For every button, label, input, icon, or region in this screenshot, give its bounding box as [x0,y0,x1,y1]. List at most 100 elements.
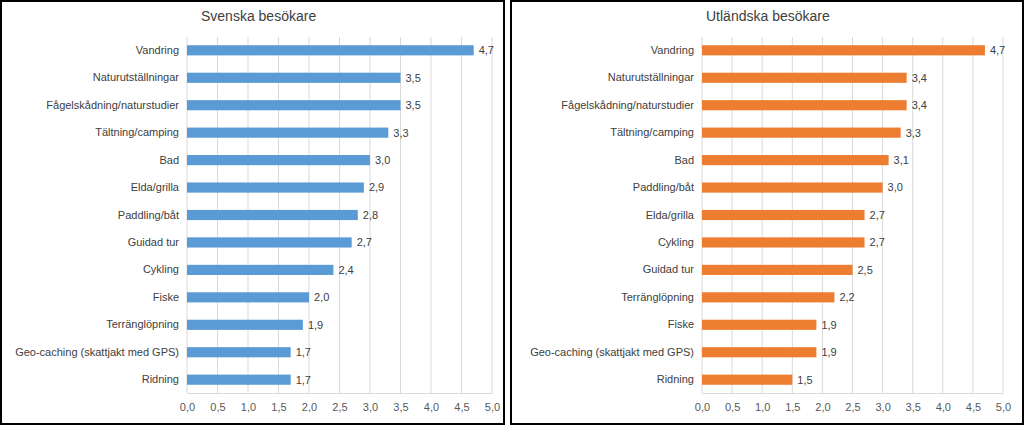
data-label: 3,0 [375,154,390,166]
category-label: Vandring [136,44,179,56]
tick: 3,0 [363,393,378,413]
grid [187,37,492,393]
y-axis: Vandring Naturutställningar Fågelskådning/… [530,44,702,385]
tick-label: 4,0 [424,401,439,413]
tick: Elda/grilla [131,181,187,193]
data-label: 2,2 [839,291,854,303]
category-label: Paddling/båt [633,181,694,193]
category-label: Terränglöpning [106,318,179,330]
grid-line [431,37,432,393]
tick: Paddling/båt [633,181,702,193]
tick: Bad [159,154,187,166]
tick: Terränglöpning [106,318,187,330]
x-axis: 0,00,51,01,52,02,53,03,54,04,55,0 [695,393,1011,413]
tick: 2,0 [815,393,830,413]
bar [702,320,816,330]
tick-label: 3,5 [906,401,921,413]
category-label: Elda/grilla [646,209,695,221]
tick: Guidad tur [643,263,702,275]
tick: 3,5 [906,393,921,413]
bar [187,347,291,357]
tick-label: 4,5 [966,401,981,413]
data-label: 1,9 [821,319,836,331]
bar [187,375,291,385]
tick-label: 3,5 [393,401,408,413]
category-label: Cykling [658,236,694,248]
grid-line [1003,37,1004,393]
tick-label: 0,5 [725,401,740,413]
category-label: Geo-caching (skattjakt med GPS) [530,346,694,358]
tick-label: 1,5 [271,401,286,413]
category-label: Tältning/camping [610,126,694,138]
category-label: Elda/grilla [131,181,180,193]
tick: Ridning [142,373,187,385]
bar [702,292,834,302]
data-labels: 4,73,53,53,33,02,92,82,72,42,01,91,71,7 [296,44,494,385]
tick: Guidad tur [128,236,187,248]
category-label: Guidad tur [643,263,695,275]
tick: Ridning [657,373,702,385]
category-label: Bad [159,154,179,166]
data-label: 3,3 [906,127,921,139]
tick: 0,5 [210,393,225,413]
data-label: 2,7 [357,236,372,248]
category-label: Ridning [142,373,179,385]
bar [187,155,370,165]
axis-line [703,393,1004,394]
data-label: 1,7 [296,346,311,358]
category-label: Fågelskådning/naturstudier [561,99,694,111]
tick: 5,0 [485,393,500,413]
tick-label: 1,0 [241,401,256,413]
tick: 2,5 [332,393,347,413]
category-label: Ridning [657,373,694,385]
axis-line [188,393,493,394]
category-label: Fågelskådning/naturstudier [46,99,179,111]
grid-line [942,37,943,393]
bar [702,182,883,192]
tick: Geo-caching (skattjakt med GPS) [530,346,702,358]
tick: Tältning/camping [610,126,702,138]
canvas: Svenska besökare0,00,51,01,52,02,53,03,5… [0,0,1024,425]
category-label: Fiske [153,291,179,303]
tick-label: 2,0 [302,401,317,413]
data-label: 2,7 [870,236,885,248]
tick: Terränglöpning [621,291,702,303]
data-label: 2,9 [369,181,384,193]
bar [187,182,364,192]
bar [702,237,865,247]
tick-label: 4,5 [454,401,469,413]
data-label: 2,8 [363,209,378,221]
bar [187,320,303,330]
data-label: 3,0 [888,181,903,193]
panel-frame [511,1,1023,424]
category-label: Bad [674,154,694,166]
tick: 3,5 [393,393,408,413]
tick: Elda/grilla [646,209,702,221]
data-label: 2,4 [338,264,353,276]
category-label: Vandring [651,44,694,56]
category-label: Naturutställningar [608,71,695,83]
bar [187,45,474,55]
category-label: Cykling [143,263,179,275]
tick: Paddling/båt [118,209,187,221]
data-label: 4,7 [479,44,494,56]
grid-line [461,37,462,393]
tick: 5,0 [996,393,1011,413]
y-axis: VandringNaturutställningarFågelskådning/… [15,44,187,385]
tick: Fågelskådning/naturstudier [46,99,187,111]
tick: 1,0 [241,393,256,413]
grid-line [400,37,401,393]
chart-title: Utländska besökare [706,8,830,24]
tick: Vandring [136,44,187,56]
bar [187,100,401,110]
tick-label: 5,0 [996,401,1011,413]
tick: Vandring [651,44,702,56]
tick: 3,0 [875,393,890,413]
category-label: Terränglöpning [621,291,694,303]
tick: Cykling [658,236,702,248]
tick-label: 0,0 [695,401,710,413]
tick: 2,0 [302,393,317,413]
tick: Fiske [153,291,187,303]
chart-panel: Utländska besökare0,00,51,01,52,02,53,03… [511,1,1023,424]
bar [187,210,358,220]
